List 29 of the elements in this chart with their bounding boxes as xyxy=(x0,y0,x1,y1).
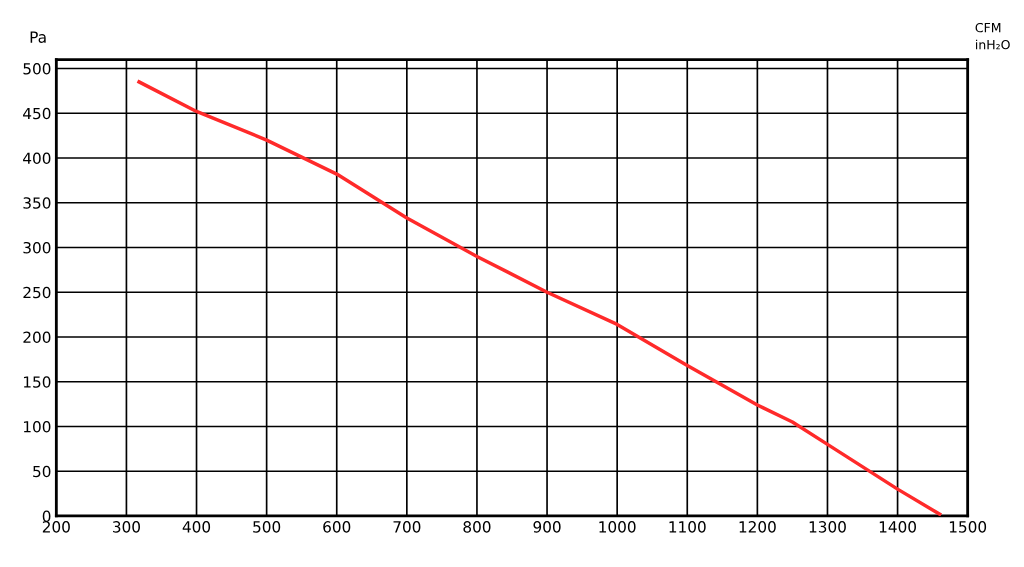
y-tick-label: 250 xyxy=(23,286,51,299)
x-tick-label: 300 xyxy=(113,521,140,533)
x-tick-label: 400 xyxy=(182,521,211,533)
y-tick-label: 350 xyxy=(23,197,51,209)
x-tick-label: 500 xyxy=(253,521,281,533)
x-tick-label: 1300 xyxy=(809,521,846,533)
x-tick-label: 800 xyxy=(463,521,491,533)
x-tick-label: 1200 xyxy=(739,521,776,533)
y-tick-label: 450 xyxy=(23,107,51,120)
x-tick-label: 1000 xyxy=(599,521,636,533)
y-tick-label: 50 xyxy=(33,465,51,478)
x-tick-label: 600 xyxy=(323,521,351,533)
x-tick-label: 200 xyxy=(42,521,70,533)
y-tick-label: 0 xyxy=(42,510,51,522)
x-tick-label: 1400 xyxy=(879,521,916,533)
y-tick-label: 300 xyxy=(23,241,51,254)
y-axis-title: Pa xyxy=(30,31,46,43)
y-tick-label: 150 xyxy=(23,376,51,388)
x-tick-label: 900 xyxy=(533,521,561,533)
x-tick-label: 1100 xyxy=(669,521,706,533)
y-tick-label: 500 xyxy=(23,62,51,75)
y-tick-label: 100 xyxy=(23,420,51,433)
y-tick-label: 400 xyxy=(23,152,51,164)
y-tick-label: 200 xyxy=(23,331,51,343)
text: inH₂O xyxy=(976,39,1010,50)
x-tick-label: 1500 xyxy=(949,521,987,533)
text: CFM xyxy=(975,22,1001,33)
x-tick-label: 700 xyxy=(393,521,421,533)
line-series xyxy=(137,80,942,516)
